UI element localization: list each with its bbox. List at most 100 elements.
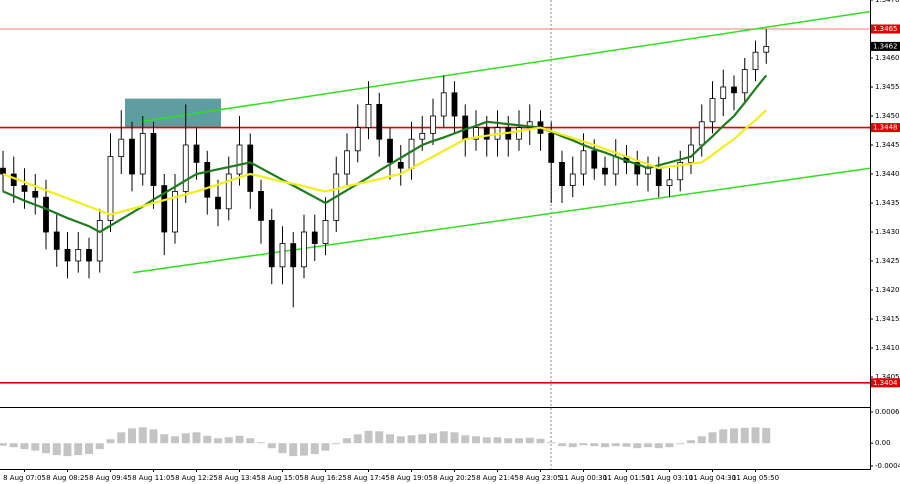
macd-bar — [128, 428, 136, 444]
candle-body — [75, 248, 82, 262]
macd-bar — [429, 433, 437, 444]
moving-average — [2, 74, 768, 234]
macd-bar — [289, 443, 298, 457]
candle-body — [655, 167, 662, 186]
candle-body — [419, 132, 426, 140]
x-tick-label: 8 Aug 11:05 — [132, 474, 175, 482]
x-tick-label: 8 Aug 13:45 — [218, 474, 261, 482]
candle-body — [591, 150, 598, 169]
x-tick-label: 11 Aug 01:50 — [603, 474, 650, 482]
candle-body — [709, 98, 716, 123]
x-tick-label: 8 Aug 23:05 — [519, 474, 562, 482]
candle-body — [0, 167, 6, 175]
candle-body — [408, 138, 415, 169]
candle-body — [96, 219, 103, 262]
macd-bar — [246, 438, 255, 444]
macd-bar — [547, 442, 556, 444]
channel-upper — [139, 10, 871, 123]
candle-body — [236, 144, 243, 175]
candle-body — [32, 190, 39, 198]
macd-bar — [42, 443, 50, 454]
candle-body — [344, 150, 350, 175]
x-tick-label: 8 Aug 17:45 — [347, 474, 390, 482]
macd-bar — [740, 427, 749, 444]
macd-bar — [558, 443, 566, 447]
candle-body — [731, 86, 737, 94]
macd-bar — [160, 434, 169, 444]
macd-bar — [762, 427, 771, 444]
candle-body — [322, 219, 329, 244]
macd-bar — [214, 438, 222, 444]
candle-body — [462, 115, 469, 140]
y-tick-label: 1.3440 — [875, 170, 900, 178]
level-label-box — [871, 24, 900, 34]
candle-body — [204, 161, 211, 198]
candle-body — [182, 144, 189, 192]
macd-bar — [439, 431, 448, 444]
candle-body — [763, 46, 770, 53]
candle-body — [634, 161, 641, 175]
candle-body — [516, 127, 522, 140]
macd-bar — [181, 433, 190, 444]
macd-bar — [407, 435, 416, 444]
macd-bar — [321, 443, 330, 451]
macd-bar — [0, 443, 7, 446]
x-tick-label: 8 Aug 20:25 — [433, 474, 476, 482]
macd-bar — [300, 443, 308, 456]
candle-body — [440, 92, 447, 117]
macd-bar — [192, 432, 201, 444]
y-tick-label: 1.3460 — [875, 54, 900, 62]
macd-bar — [536, 438, 545, 444]
macd-bar — [278, 443, 287, 454]
macd-bar — [20, 443, 29, 450]
macd-bar — [332, 443, 341, 445]
y-tick-label: 1.3405 — [875, 373, 900, 381]
y-tick-label: 1.3450 — [875, 112, 900, 120]
macd-bar — [52, 443, 61, 456]
level-label: 1.3404 — [873, 379, 898, 387]
macd-bar — [719, 429, 728, 444]
macd-bar — [687, 440, 695, 444]
macd-bar — [63, 443, 72, 457]
x-tick-label: 11 Aug 05:50 — [732, 474, 779, 482]
candle-body — [150, 132, 157, 186]
candle-body — [612, 156, 619, 175]
x-tick-label: 8 Aug 12:25 — [175, 474, 218, 482]
y-tick-label: 1.3420 — [875, 286, 900, 294]
last-price-box — [871, 41, 900, 51]
candle-body — [741, 69, 748, 94]
macd-bar — [708, 432, 717, 444]
candle-body — [279, 243, 286, 268]
candle-body — [483, 127, 490, 140]
y-tick-label: 1.3415 — [875, 315, 900, 323]
macd-bar — [310, 443, 319, 455]
macd-bar — [138, 427, 147, 444]
x-tick-label: 8 Aug 08:25 — [46, 474, 89, 482]
macd-bar — [751, 427, 760, 444]
macd-bar — [267, 443, 276, 449]
candle-body — [53, 231, 60, 250]
y-tick-label: 1.3430 — [875, 228, 900, 236]
macd-bar — [106, 439, 115, 444]
x-tick-label: 11 Aug 03:10 — [646, 474, 693, 482]
y-tick-label: 1.3455 — [875, 83, 900, 91]
macd-bar — [353, 434, 362, 444]
candle-body — [268, 219, 275, 268]
candle-body — [43, 196, 49, 233]
macd-bar — [74, 443, 83, 456]
candle-body — [86, 248, 92, 262]
candle-body — [580, 150, 587, 175]
candle-body — [64, 248, 71, 262]
candle-body — [451, 92, 458, 117]
macd-bar — [697, 436, 706, 444]
candle-body — [258, 190, 264, 221]
y-tick-label: 1.3435 — [875, 199, 900, 207]
macd-bar — [418, 434, 427, 444]
macd-bar — [590, 443, 599, 447]
candle-body — [21, 185, 28, 192]
candle-body — [430, 115, 436, 134]
macd-bar — [235, 435, 244, 444]
candle-body — [559, 161, 565, 186]
candle-body — [225, 173, 232, 210]
